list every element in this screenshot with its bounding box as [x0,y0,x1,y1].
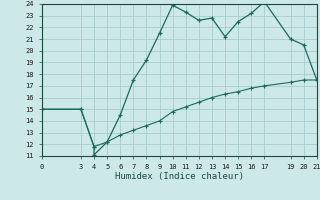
X-axis label: Humidex (Indice chaleur): Humidex (Indice chaleur) [115,172,244,181]
